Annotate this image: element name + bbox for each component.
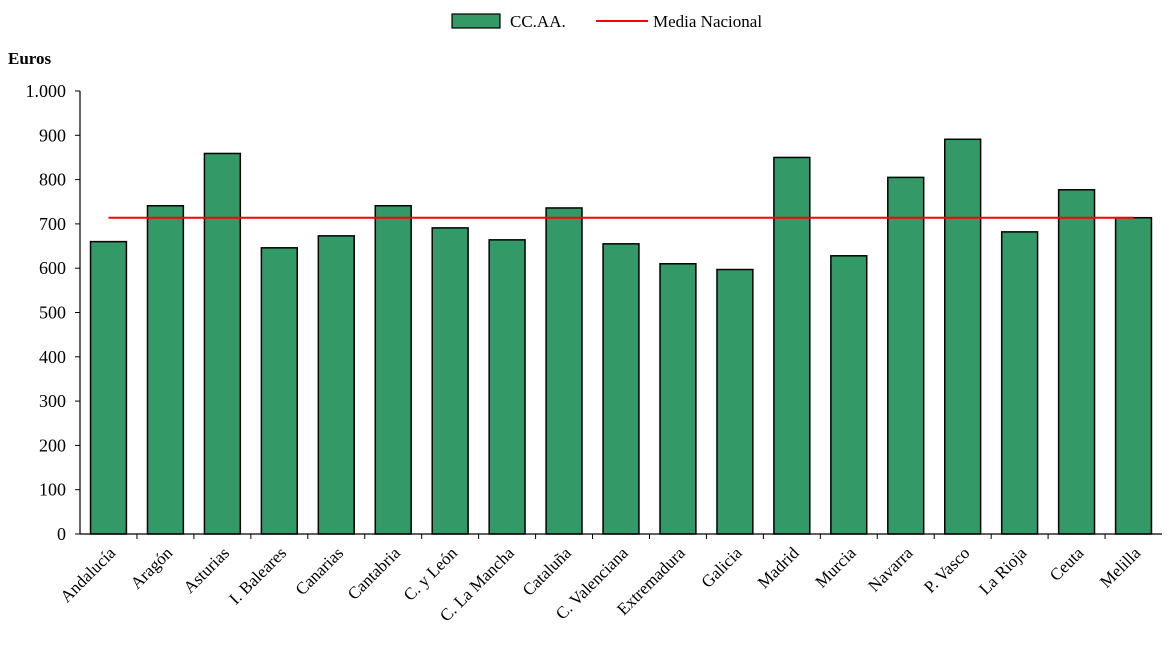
x-tick-label: La Rioja xyxy=(975,543,1030,598)
y-tick-label: 400 xyxy=(39,347,66,367)
axes xyxy=(79,91,1162,539)
x-tick-label: Aragón xyxy=(127,543,177,593)
y-tick-label: 200 xyxy=(39,435,66,455)
bar xyxy=(943,138,982,535)
x-tick-label: Navarra xyxy=(864,543,916,595)
legend-label-media-nacional: Media Nacional xyxy=(653,12,762,31)
bar xyxy=(374,204,412,535)
y-tick-label: 500 xyxy=(39,303,66,323)
bar xyxy=(716,268,754,535)
bar xyxy=(89,240,128,535)
bars xyxy=(89,138,1153,535)
x-tick-label: Ceuta xyxy=(1046,543,1088,585)
x-tick-label: Murcia xyxy=(811,543,859,591)
y-tick-label: 700 xyxy=(39,214,66,234)
bar xyxy=(830,255,868,535)
x-tick-label: Asturias xyxy=(180,543,234,597)
bar xyxy=(545,207,583,535)
x-tick-label: P. Vasco xyxy=(920,543,973,596)
bar xyxy=(887,176,925,535)
y-tick-label: 300 xyxy=(39,391,66,411)
y-tick-label: 100 xyxy=(39,480,66,500)
bar xyxy=(1057,189,1096,535)
y-tick-label: 600 xyxy=(39,258,66,278)
x-tick-label: Galicia xyxy=(698,543,746,591)
bar xyxy=(203,152,242,535)
y-tick-label: 800 xyxy=(39,170,66,190)
legend: CC.AA. Media Nacional xyxy=(451,12,762,31)
legend-swatch-ccaa xyxy=(451,13,501,29)
legend-label-ccaa: CC.AA. xyxy=(510,12,566,31)
x-tick-label: Andalucía xyxy=(56,543,119,606)
y-tick-label: 900 xyxy=(39,125,66,145)
x-tick-label: Melilla xyxy=(1096,543,1144,591)
x-tick-label: Cantabria xyxy=(344,543,404,603)
x-tick-label: Madrid xyxy=(754,543,803,592)
bar xyxy=(488,239,526,535)
y-tick-label: 0 xyxy=(57,524,66,544)
y-axis-title: Euros xyxy=(8,49,52,68)
bar xyxy=(773,156,811,535)
bar xyxy=(260,247,299,535)
x-tick-label: Cataluña xyxy=(519,543,575,599)
x-tick-label: I. Baleares xyxy=(225,543,290,608)
bar xyxy=(317,235,355,535)
bar xyxy=(602,243,640,535)
bar xyxy=(659,263,697,535)
bar xyxy=(1000,231,1039,535)
y-axis-ticks: 0 100 200 300 400 500 600 700 800 900 1.000 xyxy=(26,81,80,544)
bar xyxy=(1114,216,1153,535)
x-tick-label: Canarias xyxy=(292,543,347,598)
bar xyxy=(146,204,185,535)
bar xyxy=(431,227,469,535)
y-tick-label: 1.000 xyxy=(26,81,67,101)
